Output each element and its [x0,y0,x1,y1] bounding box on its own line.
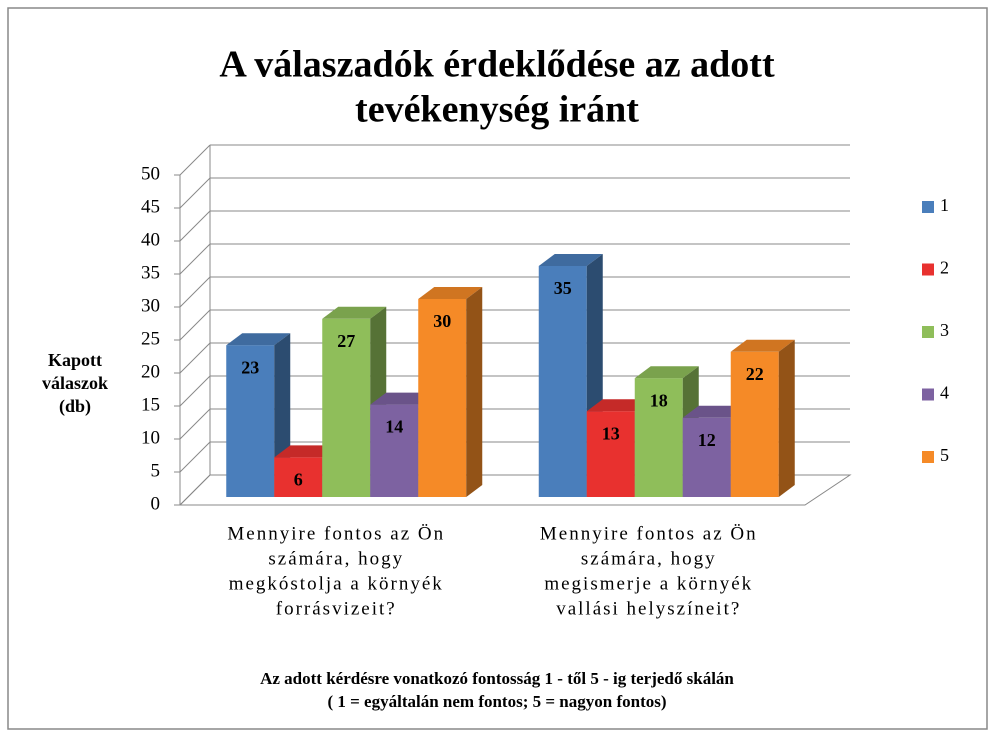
x-axis-label: ( 1 = egyáltalán nem fontos; 5 = nagyon … [327,692,666,711]
bar [682,417,731,497]
bar [226,345,275,497]
x-tick-label: vallási helyszíneit? [556,598,741,619]
x-tick-label: megismerje a környék [544,573,753,594]
y-tick-label: 10 [141,427,160,448]
x-tick-label: számára, hogy [581,548,717,569]
chart-title: A válaszadók érdeklődése az adott [219,44,775,86]
grid-line [179,474,211,506]
data-label: 22 [746,364,764,384]
chart-title: tevékenység iránt [355,89,639,131]
x-tick-label: Mennyire fontos az Ön [227,523,445,544]
y-axis-label: válaszok [42,373,108,393]
grid-line [179,408,211,440]
y-tick-label: 50 [141,163,160,184]
legend-swatch [922,451,934,463]
grid-line [179,177,211,209]
data-label: 13 [602,423,620,443]
y-axis-label: (db) [59,396,91,417]
y-tick-label: 0 [151,493,161,514]
chart-frame [7,7,988,730]
x-axis-label: Az adott kérdésre vonatkozó fontosság 1 … [260,669,734,688]
data-label: 23 [241,357,259,377]
grid-line [179,441,211,473]
y-tick-label: 35 [141,262,160,283]
bar [730,351,779,497]
grid-line [179,309,211,341]
bar [274,457,323,497]
legend-swatch [922,388,934,401]
legend-label: 2 [940,258,949,278]
y-axis-label: Kapott [48,350,102,370]
bar [634,378,683,497]
legend-swatch [922,263,934,276]
bar-side [778,339,795,497]
grid-line [179,144,211,176]
bar-top [226,333,291,346]
grid-line [179,243,211,275]
data-label: 35 [554,278,572,298]
legend-label: 1 [940,195,949,215]
y-tick-label: 20 [141,361,160,382]
data-label: 12 [698,430,716,450]
x-tick-label: Mennyire fontos az Ön [540,523,758,544]
bar [586,411,635,497]
bar-top [538,254,603,266]
data-label: 27 [337,331,355,351]
grid-line [179,375,211,407]
y-tick-label: 40 [141,229,160,250]
bar-top [730,339,795,352]
legend-label: 3 [940,320,949,340]
bar-side [466,287,483,497]
grid-line [179,210,211,242]
bar [322,318,371,497]
legend-swatch [922,326,934,338]
legend-swatch [922,201,934,213]
y-tick-label: 25 [141,328,160,349]
x-tick-label: megkóstolja a környék [229,573,444,594]
grid-line [179,342,211,374]
grid-line [179,276,211,308]
x-tick-label: forrásvizeit? [276,598,397,619]
bar [538,266,587,497]
legend-label: 5 [940,445,949,465]
x-tick-label: számára, hogy [268,548,404,569]
data-label: 18 [650,390,668,410]
bar [370,404,419,497]
y-tick-label: 15 [141,394,160,415]
bar [418,299,467,497]
data-label: 6 [294,470,303,490]
y-tick-label: 5 [151,460,161,481]
data-label: 14 [385,417,403,437]
bar-top [634,366,699,379]
data-label: 30 [433,311,451,331]
y-tick-label: 45 [141,196,160,217]
legend-label: 4 [940,383,949,403]
bar-top [322,306,387,319]
bar-top [418,287,483,299]
y-tick-label: 30 [141,295,160,316]
